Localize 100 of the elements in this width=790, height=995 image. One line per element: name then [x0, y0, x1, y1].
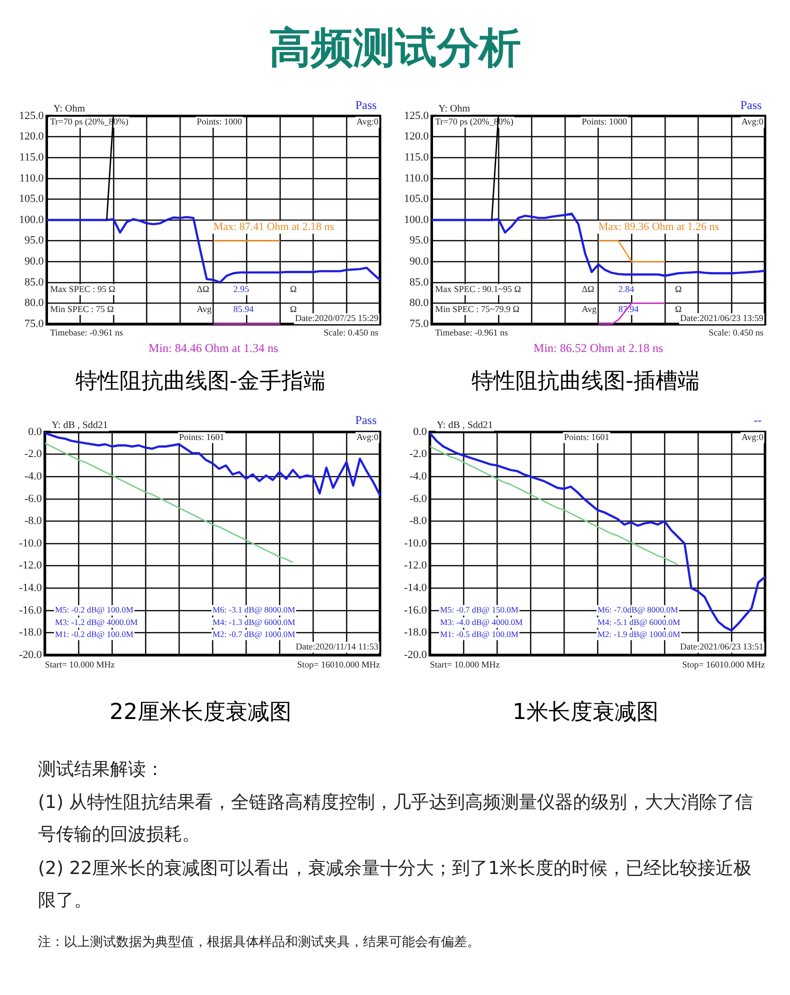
y-tick-label: -6.0: [24, 492, 42, 505]
annotation: Date:2021/06/23 13:51: [680, 642, 763, 652]
annotation: Avg:0: [356, 432, 378, 442]
y-tick-label: -16.0: [403, 604, 427, 616]
text: Stop= 16010.000 MHz: [682, 659, 765, 670]
y-tick-label: 95.0: [409, 234, 429, 247]
annotation: 2.84: [618, 284, 634, 294]
text: 22厘米长度衰减图: [110, 699, 292, 727]
y-tick-label: 110.0: [404, 172, 429, 184]
text: Min: 84.46 Ohm at 1.34 ns: [148, 341, 278, 356]
y-tick-label: -18.0: [18, 626, 42, 639]
annotation: M4: -1.3 dB@ 6000.0M: [212, 616, 296, 627]
y-tick-label: -20.0: [403, 648, 427, 661]
text: Timebase: -0.961 ns: [434, 328, 508, 338]
text: 注：以上测试数据为典型值，根据具体样品和测试夹具，结果可能会有偏差。: [38, 934, 481, 952]
annotation: Avg:0: [740, 116, 764, 127]
y-tick-label: -4.0: [408, 470, 427, 482]
y-tick-label: 110.0: [18, 172, 44, 184]
y-tick-label: -10.0: [18, 537, 42, 550]
y-tick-label: 115.0: [404, 151, 429, 164]
text: 特性阻抗曲线图-金手指端: [76, 368, 326, 396]
text: Min: 86.52 Ohm at 2.18 ns: [533, 341, 664, 356]
y-tick-label: 85.0: [409, 276, 429, 288]
annotation: M1: -0.5 dB@ 100.0M: [439, 629, 518, 640]
annotation: Avg:0: [356, 116, 378, 127]
annotation: Avg: [581, 304, 597, 314]
y-tick-label: -12.0: [18, 560, 42, 572]
y-tick-label: 95.0: [24, 234, 44, 247]
text: Y: Ohm: [438, 103, 470, 114]
annotation: M4: -5.1 dB@ 6000.0M: [596, 616, 680, 627]
annotation: Ω: [674, 304, 682, 314]
y-tick-label: 90.0: [409, 255, 429, 268]
annotation: M5: -0.2 dB@ 100.0M: [54, 604, 134, 615]
text: Start= 10.000 MHz: [44, 659, 114, 670]
annotation: Max SPEC : 90.1~95 Ω: [434, 284, 521, 294]
text: Y: dB , Sdd21: [436, 420, 492, 431]
y-tick-label: 105.0: [18, 193, 44, 206]
annotation: M1: -0.2 dB@ 100.0M: [54, 629, 134, 640]
text: Pass: [740, 98, 762, 112]
y-tick-label: 90.0: [24, 255, 44, 268]
annotation: Max SPEC : 95 Ω: [50, 284, 116, 294]
text: Pass: [354, 98, 376, 112]
y-tick-label: -18.0: [403, 626, 427, 639]
y-tick-label: -2.0: [408, 448, 427, 460]
y-tick-label: 120.0: [18, 130, 44, 143]
annotation: Max: 87.41 Ohm at 2.18 ns: [212, 221, 334, 234]
y-tick-label: 85.0: [24, 276, 44, 288]
text: --: [753, 413, 762, 428]
text: Pass: [354, 413, 376, 428]
y-tick-label: -6.0: [408, 492, 427, 505]
y-tick-label: -16.0: [18, 604, 42, 616]
text: Scale: 0.450 ns: [323, 328, 378, 338]
y-tick-label: 100.0: [404, 214, 429, 226]
annotation: Points: 1601: [178, 432, 224, 442]
annotation: M2: -1.9 dB@ 1000.0M: [596, 629, 680, 640]
text: Timebase: -0.961 ns: [50, 328, 123, 338]
y-tick-label: -2.0: [24, 448, 42, 460]
annotation: ΔΩ: [196, 284, 209, 294]
text: Y: Ohm: [52, 103, 85, 114]
annotation: Avg:0: [740, 432, 764, 442]
annotation: ΔΩ: [581, 284, 594, 294]
annotation: Min SPEC : 75~79.9 Ω: [434, 304, 520, 314]
text: 高频测试分析: [268, 22, 522, 74]
y-tick-label: 100.0: [18, 214, 44, 226]
text: Stop= 16010.000 MHz: [296, 659, 380, 670]
y-tick-label: 75.0: [24, 318, 44, 330]
y-tick-label: -14.0: [18, 582, 42, 594]
annotation: Date:2020/11/14 11:53: [295, 642, 378, 652]
annotation: Max: 89.36 Ohm at 1.26 ns: [598, 221, 719, 234]
annotation: 85.94: [232, 304, 254, 314]
y-tick-label: 120.0: [404, 130, 429, 143]
annotation: M3: -4.0 dB@ 4000.0M: [439, 616, 523, 627]
y-tick-label: 0.0: [412, 426, 427, 438]
text: (2) 22厘米长的衰减图可以看出，衰减余量十分大；到了1米长度的时候，已经比较接近极限了。: [38, 857, 753, 913]
y-tick-label: 125.0: [18, 110, 44, 122]
text: Start= 10.000 MHz: [429, 659, 500, 670]
y-tick-label: 80.0: [24, 297, 44, 310]
y-tick-label: -4.0: [24, 470, 42, 482]
text: (1) 从特性阻抗结果看，全链路高精度控制，几乎达到高频测量仪器的级别，大大消除了信号传输的回波损耗。: [38, 791, 754, 847]
y-tick-label: -8.0: [24, 515, 42, 528]
annotation: M3: -1.2 dB@ 4000.0M: [54, 616, 138, 627]
annotation: Points: 1000: [196, 116, 242, 127]
y-tick-label: 0.0: [28, 426, 42, 438]
annotation: Points: 1601: [563, 432, 609, 442]
text: 1米长度衰减图: [512, 699, 658, 727]
y-tick-label: -10.0: [403, 537, 427, 550]
annotation: Ω: [290, 284, 297, 294]
y-tick-label: 125.0: [404, 110, 429, 122]
y-tick-label: 75.0: [409, 318, 429, 330]
annotation: Ω: [674, 284, 682, 294]
text: Scale: 0.450 ns: [708, 328, 764, 338]
text: Y: dB , Sdd21: [51, 420, 108, 431]
annotation: M2: -0.7 dB@ 1000.0M: [212, 629, 296, 640]
y-tick-label: 105.0: [404, 193, 429, 206]
y-tick-label: 80.0: [409, 297, 429, 310]
text: 特性阻抗曲线图-插槽端: [472, 368, 700, 396]
y-tick-label: 115.0: [18, 151, 44, 164]
y-tick-label: -14.0: [403, 582, 427, 594]
y-tick-label: -8.0: [408, 515, 427, 528]
text: 测试结果解读：: [38, 758, 165, 781]
